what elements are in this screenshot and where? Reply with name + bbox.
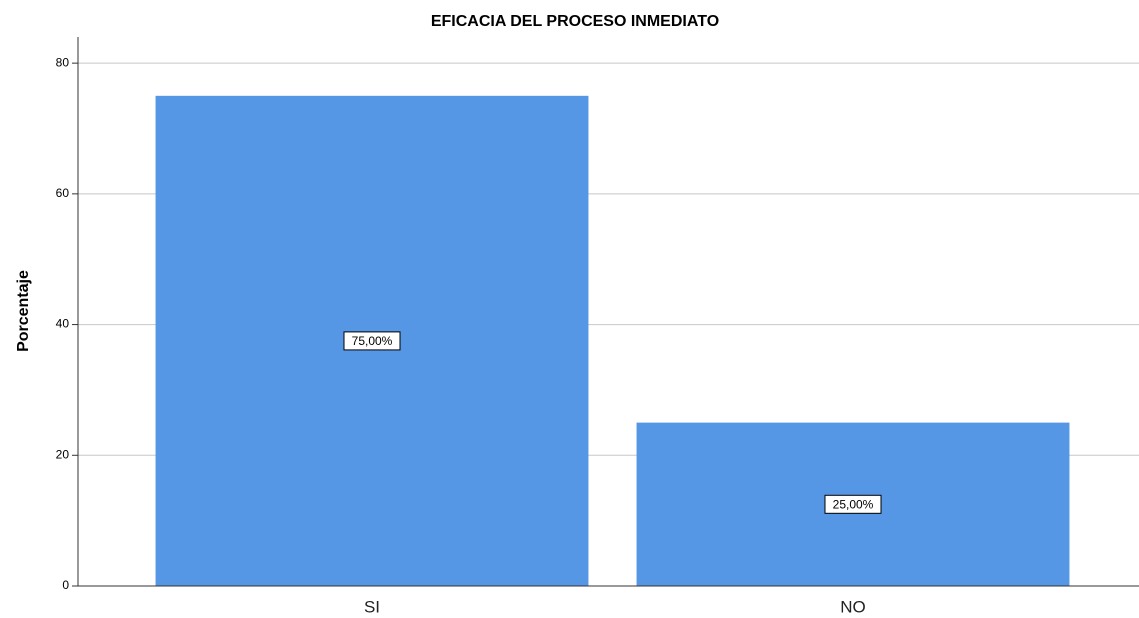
y-tick-label: 60	[56, 186, 70, 200]
x-tick-label: NO	[840, 597, 866, 616]
value-label: 75,00%	[343, 331, 401, 351]
value-label-text: 25,00%	[833, 497, 874, 511]
y-tick-label: 80	[56, 55, 70, 69]
x-tick-label: SI	[364, 597, 380, 616]
value-label-box	[343, 331, 401, 351]
value-label-box	[824, 494, 882, 514]
y-axis-label: Porcentaje	[15, 270, 32, 352]
y-tick-label: 20	[56, 447, 70, 461]
value-label: 25,00%	[824, 494, 882, 514]
chart-title: EFICACIA DEL PROCESO INMEDIATO	[431, 13, 719, 30]
y-tick-label: 40	[56, 317, 70, 331]
y-tick-label: 0	[62, 578, 69, 592]
value-label-text: 75,00%	[352, 334, 393, 348]
